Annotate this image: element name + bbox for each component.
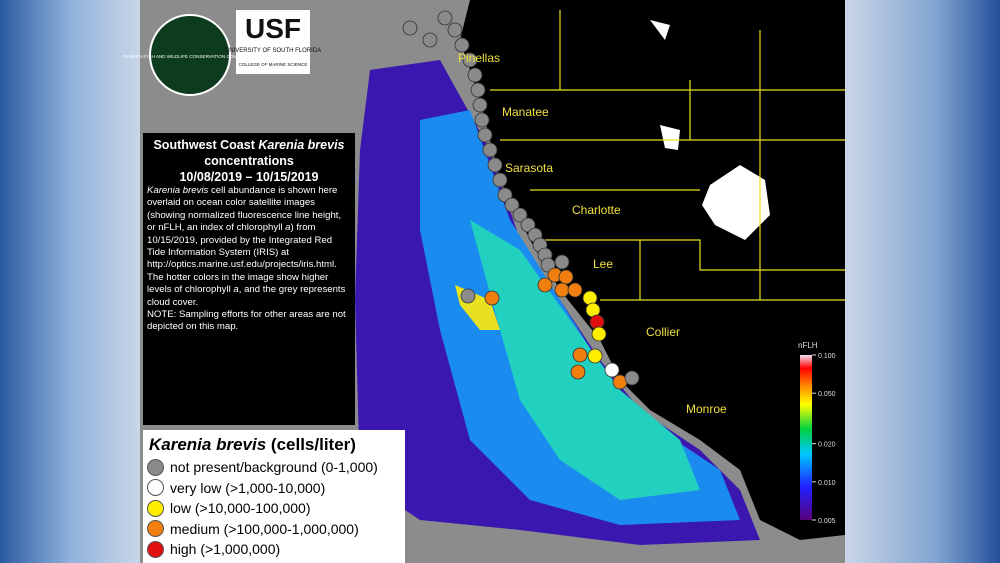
legend-swatch (147, 458, 164, 476)
legend-label: medium (>100,000-1,000,000) (170, 520, 359, 537)
county-label: Manatee (502, 105, 549, 119)
county-label: Pinellas (458, 51, 500, 65)
sample-point (537, 277, 553, 293)
legend-label: high (>1,000,000) (170, 541, 281, 558)
sample-point (454, 37, 470, 53)
legend-label: low (>10,000-100,000) (170, 500, 311, 517)
lake (650, 20, 680, 150)
sample-point (472, 97, 488, 113)
legend-swatch (147, 520, 164, 538)
sample-point (477, 127, 493, 143)
sample-point (447, 22, 463, 38)
legend-swatch (147, 479, 164, 497)
text-run: Southwest Coast (153, 138, 259, 152)
county-label: Sarasota (505, 161, 553, 175)
legend-item: low (>10,000-100,000) (147, 498, 405, 519)
text-run: a (233, 284, 239, 296)
legend-items: not present/background (0-1,000) very low… (143, 457, 405, 560)
usf-name: UNIVERSITY OF SOUTH FLORIDA (225, 48, 321, 54)
background (845, 0, 1000, 563)
legend-title: Karenia brevis (cells/liter) (149, 435, 405, 455)
sample-point (572, 347, 588, 363)
sample-point (402, 20, 418, 36)
colorbar-tick-label: 0.005 (818, 518, 836, 525)
sample-point (554, 254, 570, 270)
sample-point (570, 364, 586, 380)
samples (402, 10, 640, 390)
background (0, 0, 140, 563)
text-run: , and the grey represents cloud cover. (147, 284, 346, 308)
legend-item: very low (>1,000-10,000) (147, 478, 405, 499)
sample-point (567, 282, 583, 298)
colorbar-tick-label: 0.050 (818, 391, 836, 398)
legend-item: high (>1,000,000) (147, 539, 405, 560)
text-run: concentrations (204, 154, 294, 168)
county-label: Lee (593, 257, 613, 271)
text-run: ) from 10/15/2019, provided by the Integ… (147, 222, 337, 296)
sample-point (467, 67, 483, 83)
usf-logo-text: USF (245, 13, 301, 44)
info-title: Southwest Coast Karenia brevis concentra… (147, 137, 351, 169)
legend: Karenia brevis (cells/liter) not present… (143, 430, 405, 563)
colorbar-title: nFLH (798, 341, 818, 350)
legend-item: not present/background (0-1,000) (147, 457, 405, 478)
sample-point (487, 157, 503, 173)
county-label: Charlotte (572, 203, 621, 217)
county-label: Collier (646, 325, 680, 339)
sample-point (462, 52, 478, 68)
text-run: Karenia brevis (258, 138, 345, 152)
legend-swatch (147, 499, 164, 517)
fwc-logo (149, 14, 231, 96)
info-box: Southwest Coast Karenia brevis concentra… (143, 133, 355, 425)
colorbar-tick-label: 0.020 (818, 442, 836, 449)
colorbar-tick-label: 0.010 (818, 480, 836, 487)
sample-point (587, 348, 603, 364)
sample-point (558, 269, 574, 285)
legend-swatch (147, 540, 164, 558)
land (460, 0, 845, 540)
info-note: NOTE: Sampling efforts for other areas a… (147, 309, 346, 333)
sample-point (554, 282, 570, 298)
sample-point (460, 288, 476, 304)
usf-college: COLLEGE OF MARINE SCIENCE (239, 62, 308, 67)
sample-point (422, 32, 438, 48)
sample-point (604, 362, 620, 378)
sample-point (470, 82, 486, 98)
county-labels: Pinellas Manatee Sarasota Charlotte Lee Colli… (458, 51, 727, 416)
sample-point (474, 112, 490, 128)
sample-point (624, 370, 640, 386)
text-run: (cells/liter) (266, 435, 356, 454)
sample-point (512, 207, 528, 223)
colorbar-ticks: 0.100 0.050 0.020 0.010 0.005 (812, 353, 836, 525)
info-description: Karenia brevis cell abundance is shown h… (147, 185, 351, 309)
satellite-mid (420, 110, 740, 525)
colorbar (800, 355, 812, 520)
lake-okeechobee (702, 165, 770, 240)
text-run: Karenia brevis (149, 435, 267, 454)
text-run: a (285, 222, 291, 234)
sample-point (504, 197, 520, 213)
legend-label: not present/background (0-1,000) (170, 459, 378, 476)
info-date: 10/08/2019 – 10/15/2019 (179, 170, 319, 184)
sample-point (492, 172, 508, 188)
legend-item: medium (>100,000-1,000,000) (147, 519, 405, 540)
text-run: cell abundance is shown here overlaid on… (147, 185, 342, 234)
sample-point (591, 326, 607, 342)
fwc-logo-text: FLORIDA FISH AND WILDLIFE CONSERVATION C… (123, 54, 256, 59)
sample-point (484, 290, 500, 306)
county-label: Monroe (686, 402, 727, 416)
legend-label: very low (>1,000-10,000) (170, 479, 326, 496)
county-lines (490, 10, 845, 301)
sample-point (437, 10, 453, 26)
sample-point (482, 142, 498, 158)
colorbar-tick-label: 0.100 (818, 353, 836, 360)
usf-logo (236, 10, 310, 74)
text-run: Karenia brevis (147, 185, 209, 196)
